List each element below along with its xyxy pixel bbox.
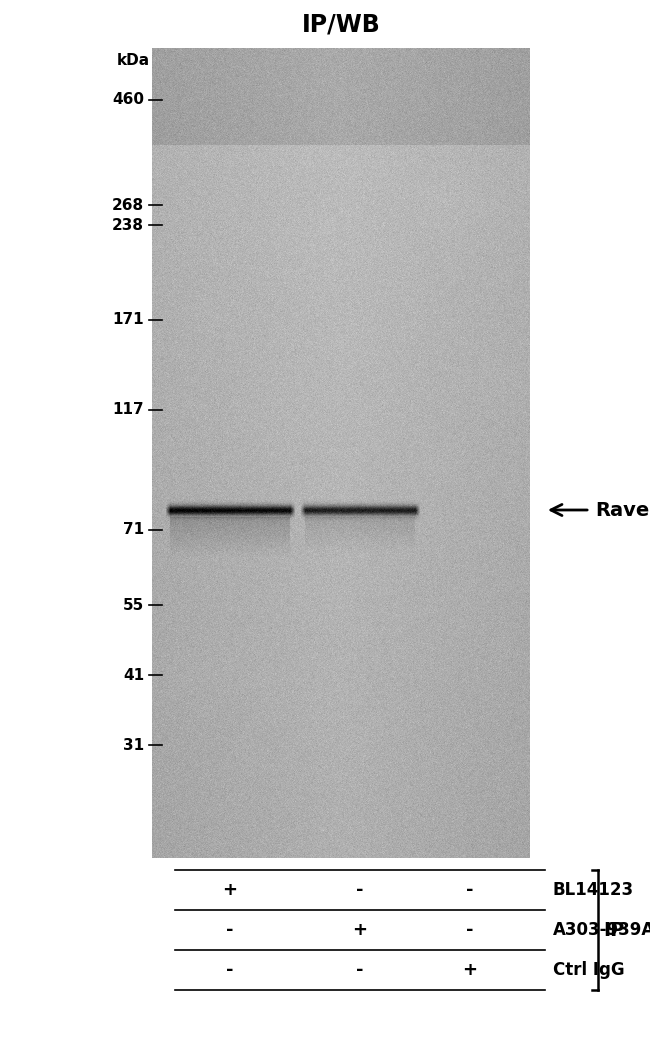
Text: Ctrl IgG: Ctrl IgG <box>553 961 625 979</box>
Text: -: - <box>356 881 364 899</box>
Text: -: - <box>466 921 474 939</box>
Text: 117: 117 <box>112 402 144 417</box>
Text: 41: 41 <box>123 668 144 682</box>
Bar <box>152 48 530 858</box>
Text: 238: 238 <box>112 218 144 233</box>
Text: -: - <box>226 961 234 979</box>
Text: +: + <box>222 881 237 899</box>
Text: Raver1: Raver1 <box>595 500 650 519</box>
Text: IP/WB: IP/WB <box>302 13 380 37</box>
Text: +: + <box>463 961 478 979</box>
Text: 268: 268 <box>112 198 144 213</box>
Text: -: - <box>466 881 474 899</box>
Text: BL14123: BL14123 <box>553 881 634 899</box>
Text: -: - <box>226 921 234 939</box>
Text: IP: IP <box>603 920 624 939</box>
Text: 71: 71 <box>123 522 144 537</box>
Text: -: - <box>356 961 364 979</box>
Text: kDa: kDa <box>117 53 150 68</box>
Text: 31: 31 <box>123 737 144 753</box>
Text: 55: 55 <box>123 597 144 613</box>
Text: +: + <box>352 921 367 939</box>
Text: A303-939A: A303-939A <box>553 921 650 939</box>
Text: 171: 171 <box>112 313 144 327</box>
Text: 460: 460 <box>112 93 144 107</box>
